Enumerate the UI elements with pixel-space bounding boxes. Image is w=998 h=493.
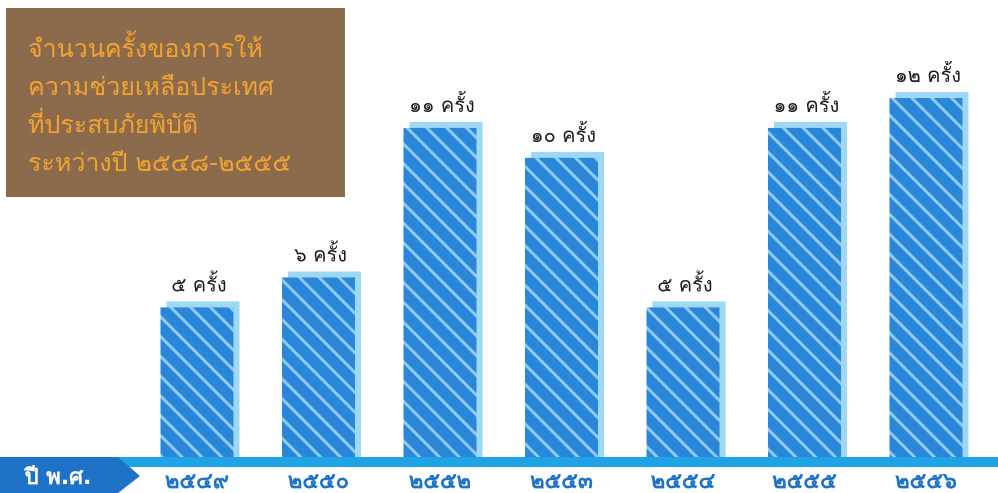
bar-๒๕๕๐ — [282, 277, 355, 457]
bar-๒๕๕๖ — [889, 98, 963, 457]
bar-๒๕๔๙ — [160, 307, 234, 457]
x-axis-band — [0, 457, 998, 467]
x-tick-label: ๒๕๕๖ — [895, 469, 957, 493]
bar-๒๕๕๓ — [525, 157, 598, 458]
bar-๒๕๕๔ — [646, 307, 720, 457]
bar-value-label: ๑๐ ครั้ง — [531, 121, 596, 147]
chart-title-line: ระหว่างปี ๒๕๔๘-๒๕๕๕ — [28, 148, 292, 177]
bar-value-label: ๑๒ ครั้ง — [895, 61, 961, 87]
bar-value-label: ๕ ครั้ง — [171, 270, 226, 296]
bar-value-label: ๕ ครั้ง — [657, 270, 712, 296]
x-tick-label: ๒๕๕๕ — [772, 469, 837, 493]
x-tick-label: ๒๕๕๐ — [288, 469, 349, 493]
x-axis-title: ปี พ.ศ. — [23, 465, 91, 490]
x-axis-title-box — [0, 457, 140, 493]
x-tick-label: ๒๕๕๒ — [409, 469, 471, 493]
bar-value-label: ๑๑ ครั้ง — [774, 91, 840, 117]
chart-title-line: ความช่วยเหลือประเทศ — [28, 72, 274, 101]
bar-value-label: ๖ ครั้ง — [294, 241, 347, 267]
bar-๒๕๕๕ — [768, 127, 841, 458]
x-tick-label: ๒๕๔๙ — [165, 469, 229, 493]
bar-๒๕๕๒ — [403, 127, 477, 458]
chart-title-line: จำนวนครั้งของการให้ — [28, 34, 263, 63]
chart-title-line: ที่ประสบภัยพิบัติ — [28, 110, 199, 139]
x-tick-label: ๒๕๕๓ — [530, 469, 593, 493]
chart-title-box: จำนวนครั้งของการให้ ความช่วยเหลือประเทศ … — [6, 8, 345, 197]
bar-value-label: ๑๑ ครั้ง — [409, 91, 475, 117]
x-tick-label: ๒๕๕๔ — [651, 469, 716, 493]
